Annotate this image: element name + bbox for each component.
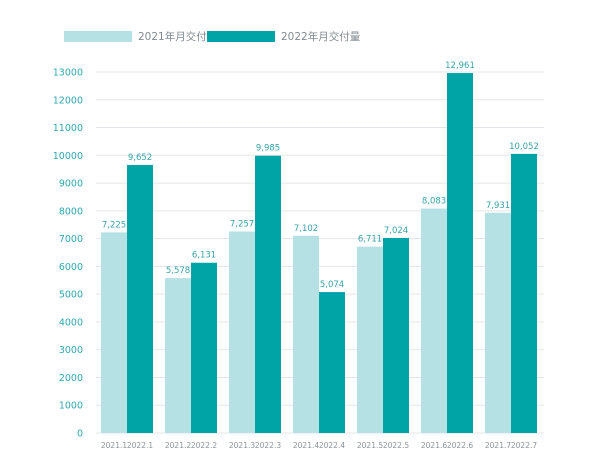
y-tick-label: 3000 [59,345,83,356]
bar-2021.4 [293,235,319,433]
bar-2021.1 [101,232,127,433]
category-label: 2022.6 [447,441,473,450]
data-label-2022.2: 6,131 [192,251,216,261]
data-label-2021.7: 7,931 [486,201,510,211]
data-label-2021.6: 8,083 [422,197,446,207]
data-label-2022.1: 9,652 [128,153,152,163]
legend-swatch-2021 [64,31,132,42]
data-label-2021.1: 7,225 [102,220,126,230]
category-label: 2022.4 [319,441,345,450]
y-tick-label: 0 [77,429,83,440]
bar-2022.1 [127,164,153,434]
y-tick-label: 6000 [59,262,83,273]
data-label-2021.4: 7,102 [294,224,318,234]
bar-2021.6 [421,208,447,433]
category-label: 2022.3 [255,441,281,450]
category-label: 2022.5 [383,441,409,450]
category-label: 2022.7 [511,441,537,450]
y-tick-label: 7000 [59,234,83,245]
y-tick-label: 2000 [59,373,83,384]
bar-2021.3 [229,231,255,433]
y-tick-label: 1000 [59,401,83,412]
bar-2022.2 [191,262,217,433]
category-label: 2021.4 [293,441,319,450]
category-label: 2022.2 [191,441,217,450]
legend-swatch-2022 [207,31,275,42]
bar-2022.3 [255,155,281,433]
y-tick-label: 10000 [53,151,83,162]
bar-2022.6 [447,73,473,433]
bar-2021.2 [165,278,191,433]
data-label-2022.3: 9,985 [256,144,280,154]
bar-2022.7 [511,153,537,433]
data-label-2021.5: 6,711 [358,235,382,245]
category-label: 2021.7 [485,441,511,450]
bar-2022.4 [319,292,345,433]
bar-2021.7 [485,212,511,433]
category-label: 2021.3 [229,441,255,450]
category-label: 2021.1 [101,441,127,450]
data-label-2021.3: 7,257 [230,219,254,229]
y-tick-label: 13000 [53,68,83,79]
category-label: 2021.2 [165,441,191,450]
category-label: 2021.6 [421,441,447,450]
legend: 2021年月交付量 2022年月交付量 [64,30,361,43]
y-tick-label: 4000 [59,317,83,328]
data-label-2022.4: 5,074 [320,280,344,290]
y-tick-label: 12000 [53,95,83,106]
y-tick-label: 9000 [59,179,83,190]
category-label: 2022.1 [127,441,153,450]
legend-label-2022: 2022年月交付量 [281,30,361,43]
legend-label-2021: 2021年月交付量 [138,30,218,43]
data-label-2022.7: 10,052 [509,142,539,152]
data-label-2021.2: 5,578 [166,266,190,276]
y-tick-label: 8000 [59,206,83,217]
data-label-2022.5: 7,024 [384,226,408,236]
category-label: 2021.5 [357,441,383,450]
bar-2022.5 [383,237,409,433]
y-tick-label: 5000 [59,290,83,301]
data-label-2022.6: 12,961 [445,61,475,71]
y-tick-label: 11000 [53,123,83,134]
bar-2021.5 [357,246,383,433]
